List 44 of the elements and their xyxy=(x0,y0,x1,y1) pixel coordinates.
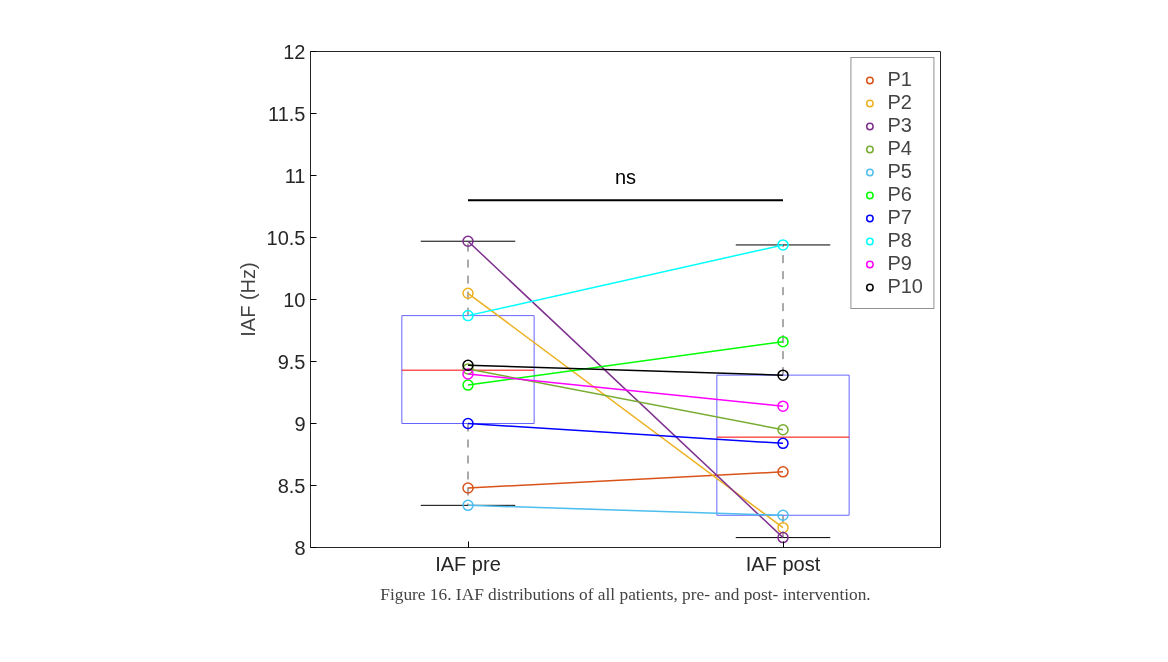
point xyxy=(777,509,789,521)
x-tick-label: IAF pre xyxy=(435,552,501,575)
point xyxy=(777,400,789,412)
y-tick-label: 10.5 xyxy=(266,226,306,249)
legend-label: P1 xyxy=(887,68,912,91)
y-tick-label: 10 xyxy=(283,288,306,311)
annotation: ns xyxy=(614,165,637,188)
legend-label: P9 xyxy=(887,252,912,275)
point xyxy=(462,359,474,371)
point xyxy=(777,437,789,450)
y-tick-label: 8.5 xyxy=(277,474,306,497)
legend-label: P2 xyxy=(887,91,912,114)
point xyxy=(462,309,474,322)
point xyxy=(462,287,474,300)
point xyxy=(462,482,474,494)
caption: Figure 16. IAF distributions of all patients, pre- and post- intervention. xyxy=(380,584,871,604)
point xyxy=(462,368,474,380)
legend-label: P6 xyxy=(887,183,912,206)
point xyxy=(777,466,789,478)
point xyxy=(462,379,474,391)
y-tick-label: 12 xyxy=(283,40,306,63)
point xyxy=(777,369,789,381)
x-tick-label: IAF post xyxy=(745,552,821,575)
point xyxy=(777,423,789,436)
point xyxy=(777,531,789,544)
y-axis-title: IAF (Hz) xyxy=(236,262,259,337)
y-tick-label: 11 xyxy=(284,164,306,187)
y-tick-label: 9.5 xyxy=(277,350,306,373)
point xyxy=(777,239,789,251)
point xyxy=(777,335,789,348)
legend-label: P10 xyxy=(887,275,923,298)
legend-label: P3 xyxy=(887,114,912,137)
point xyxy=(462,417,474,430)
point xyxy=(462,363,474,375)
y-tick-label: 11.5 xyxy=(268,102,306,125)
point xyxy=(462,499,474,512)
legend-label: P4 xyxy=(887,137,912,160)
y-tick-label: 8 xyxy=(294,536,306,559)
legend-label: P5 xyxy=(887,160,912,183)
legend-label: P8 xyxy=(887,229,912,252)
point xyxy=(777,521,789,534)
legend-label: P7 xyxy=(887,206,912,229)
point xyxy=(462,235,474,247)
y-tick-label: 9 xyxy=(294,412,306,435)
